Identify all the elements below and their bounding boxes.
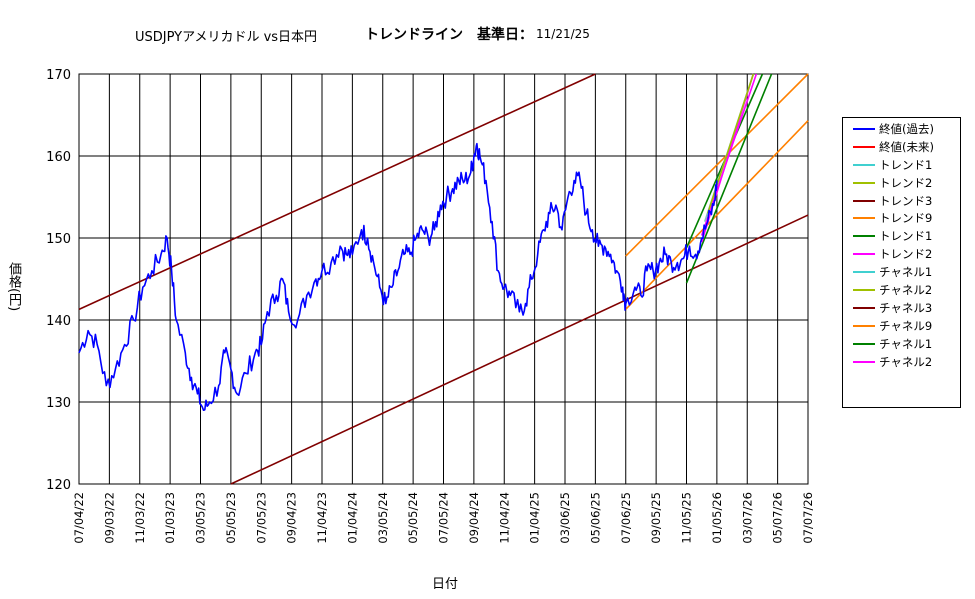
series-line bbox=[625, 73, 809, 257]
chart-subtitle: トレンドライン 基準日： bbox=[365, 27, 533, 43]
legend-label: チャネル9 bbox=[879, 318, 933, 333]
legend-label: チャネル1 bbox=[879, 265, 933, 280]
legend: 終値(過去) 終値(未来) トレンド1 トレンド2 トレンド3 トレンド9 トレンド1 トレン… bbox=[842, 117, 961, 408]
series-line bbox=[685, 73, 773, 284]
legend-label: チャネル3 bbox=[879, 300, 933, 315]
x-tick-label: 11/05/25 bbox=[680, 492, 694, 544]
x-tick-label: 01/04/25 bbox=[528, 492, 542, 544]
x-tick-label: 05/07/26 bbox=[771, 492, 785, 544]
x-tick-labels: 07/04/22 09/03/22 11/03/22 01/03/23 03/05/23… bbox=[72, 492, 815, 544]
legend-item: トレンド2 bbox=[843, 174, 960, 192]
grid-lines bbox=[78, 73, 809, 485]
legend-item: チャネル1 bbox=[843, 263, 960, 281]
legend-label: 終値(未来) bbox=[879, 139, 934, 154]
legend-label: トレンド3 bbox=[879, 193, 933, 208]
legend-label: チャネル2 bbox=[879, 282, 933, 297]
y-tick-label: 150 bbox=[46, 232, 71, 247]
y-tick-label: 140 bbox=[46, 314, 71, 329]
legend-swatch bbox=[853, 306, 875, 309]
trend-lines bbox=[78, 73, 809, 485]
legend-item: チャネル3 bbox=[843, 299, 960, 317]
legend-item: チャネル9 bbox=[843, 317, 960, 335]
x-tick-label: 09/03/22 bbox=[102, 492, 116, 544]
chart-date: 11/21/25 bbox=[536, 27, 590, 41]
legend-item: トレンド3 bbox=[843, 192, 960, 210]
x-tick-label: 01/03/23 bbox=[163, 492, 177, 544]
x-tick-label: 07/05/23 bbox=[254, 492, 268, 544]
legend-swatch bbox=[853, 342, 875, 345]
x-axis-label: 日付 bbox=[432, 577, 459, 592]
x-tick-label: 09/05/25 bbox=[649, 492, 663, 544]
x-tick-label: 03/07/26 bbox=[740, 492, 754, 544]
x-tick-label: 05/06/25 bbox=[588, 492, 602, 544]
y-tick-label: 120 bbox=[46, 478, 71, 493]
x-tick-label: 11/04/24 bbox=[497, 492, 511, 544]
legend-swatch bbox=[853, 145, 875, 148]
price-series bbox=[78, 142, 718, 411]
y-tick-labels: 120 130 140 150 160 170 bbox=[46, 68, 71, 493]
x-tick-label: 11/04/23 bbox=[315, 492, 329, 544]
x-tick-label: 03/06/25 bbox=[558, 492, 572, 544]
legend-item: 終値(未来) bbox=[843, 138, 960, 156]
x-tick-label: 11/03/22 bbox=[133, 492, 147, 544]
y-tick-label: 160 bbox=[46, 150, 71, 165]
legend-swatch bbox=[853, 127, 875, 130]
x-tick-label: 03/05/24 bbox=[376, 492, 390, 544]
x-tick-label: 01/05/26 bbox=[710, 492, 724, 544]
series-line bbox=[230, 214, 809, 485]
legend-item: チャネル2 bbox=[843, 281, 960, 299]
x-tick-label: 09/04/24 bbox=[467, 492, 481, 544]
legend-swatch bbox=[853, 181, 875, 184]
legend-label: トレンド2 bbox=[879, 175, 933, 190]
y-tick-label: 170 bbox=[46, 68, 71, 83]
x-tick-label: 01/04/24 bbox=[345, 492, 359, 544]
legend-swatch bbox=[853, 288, 875, 291]
x-tick-label: 03/05/23 bbox=[194, 492, 208, 544]
legend-item: チャネル1 bbox=[843, 335, 960, 353]
legend-item: トレンド2 bbox=[843, 245, 960, 263]
legend-item: トレンド9 bbox=[843, 209, 960, 227]
x-tick-label: 07/04/22 bbox=[72, 492, 86, 544]
y-tick-label: 130 bbox=[46, 396, 71, 411]
legend-swatch bbox=[853, 235, 875, 238]
legend-swatch bbox=[853, 324, 875, 327]
legend-swatch bbox=[853, 360, 875, 363]
legend-item: トレンド1 bbox=[843, 227, 960, 245]
legend-swatch bbox=[853, 253, 875, 256]
legend-label: トレンド2 bbox=[879, 247, 933, 262]
price-line bbox=[78, 142, 718, 411]
legend-label: 終値(過去) bbox=[879, 121, 934, 136]
y-axis-label: 価格(円) bbox=[6, 262, 21, 312]
legend-swatch bbox=[853, 217, 875, 220]
x-tick-label: 05/05/24 bbox=[406, 492, 420, 544]
x-tick-label: 09/04/23 bbox=[285, 492, 299, 544]
legend-swatch bbox=[853, 271, 875, 274]
series-line bbox=[78, 73, 596, 311]
legend-item: チャネル2 bbox=[843, 353, 960, 371]
x-tick-label: 07/05/24 bbox=[437, 492, 451, 544]
legend-swatch bbox=[853, 199, 875, 202]
x-tick-label: 07/06/25 bbox=[619, 492, 633, 544]
x-tick-label: 07/07/26 bbox=[801, 492, 815, 544]
legend-item: トレンド1 bbox=[843, 156, 960, 174]
legend-label: トレンド9 bbox=[879, 211, 933, 226]
x-tick-label: 05/05/23 bbox=[224, 492, 238, 544]
series-line bbox=[625, 120, 809, 310]
legend-label: チャネル1 bbox=[879, 336, 933, 351]
legend-item: 終値(過去) bbox=[843, 120, 960, 138]
legend-label: トレンド1 bbox=[879, 157, 933, 172]
legend-label: トレンド1 bbox=[879, 229, 933, 244]
chart-title: USDJPYアメリカドル vs日本円 bbox=[135, 30, 318, 45]
legend-swatch bbox=[853, 163, 875, 166]
legend-label: チャネル2 bbox=[879, 354, 933, 369]
